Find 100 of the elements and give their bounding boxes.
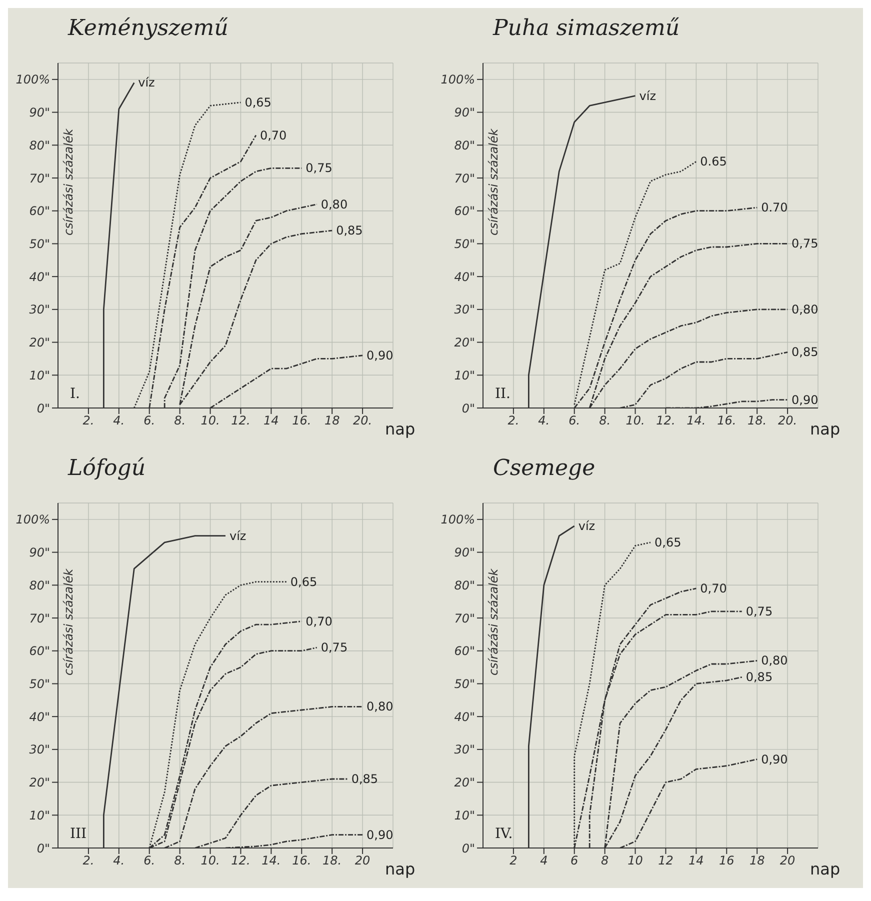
x-tick-label: 14: [688, 854, 704, 868]
y-tick-label: 50": [29, 676, 50, 691]
x-tick-label: 16.: [717, 414, 736, 428]
y-tick-label: 70": [454, 171, 475, 186]
y-tick-label: 20": [454, 776, 475, 790]
x-tick-label: 18.: [748, 414, 767, 428]
y-tick-label: 30": [29, 742, 50, 757]
x-tick-label: 20.: [353, 414, 372, 428]
series-label: 0,80: [792, 302, 818, 316]
x-tick-label: 2.: [82, 414, 94, 428]
x-tick-label: 4.: [113, 414, 125, 428]
x-tick-label: 4: [540, 854, 548, 868]
x-tick-label: 18.: [322, 854, 342, 868]
x-tick-label: 10.: [200, 414, 220, 428]
x-tick-label: 20: [354, 854, 371, 868]
x-tick-label: 6.: [144, 854, 156, 868]
x-tick-label: 12: [658, 854, 674, 868]
series-label: 0.70: [761, 200, 788, 215]
x-tick-label: 20.: [778, 414, 798, 428]
y-tick-label: 50": [454, 676, 475, 691]
series-label: 0,75: [746, 604, 773, 618]
y-tick-label: 100%: [440, 512, 475, 527]
series-label: 0,85: [746, 670, 773, 684]
y-axis-title: csírázási százalék: [61, 568, 76, 676]
y-tick-label: 70": [454, 611, 475, 626]
x-tick-label: 6.: [568, 414, 580, 428]
x-tick-label: 2.: [508, 414, 520, 428]
x-tick-label: 12.: [656, 414, 676, 428]
y-tick-label: 0": [36, 401, 50, 416]
y-tick-label: 60": [454, 644, 475, 658]
y-tick-label: 60": [29, 644, 50, 658]
y-tick-label: 80": [454, 138, 475, 152]
y-tick-label: 30": [454, 742, 475, 757]
series-label: 0,85: [792, 345, 818, 360]
series-label: víz: [138, 76, 155, 90]
series-label: víz: [639, 88, 656, 103]
x-tick-label: 20: [780, 854, 796, 868]
x-tick-label: 6: [570, 854, 579, 868]
x-tick-label: 12.: [231, 414, 250, 428]
x-tick-label: 2: [510, 854, 518, 868]
x-tick-label: 16.: [292, 414, 312, 428]
x-tick-label: 8.: [174, 414, 186, 428]
y-tick-label: 100%: [16, 512, 50, 527]
y-tick-label: 10": [29, 368, 50, 382]
y-tick-label: 90": [29, 546, 50, 560]
series-label: víz: [230, 528, 246, 543]
x-tick-label: 16.: [292, 854, 312, 868]
y-tick-label: 60": [454, 204, 475, 218]
x-tick-label: 18: [324, 414, 340, 428]
y-tick-label: 0": [462, 401, 475, 416]
y-tick-label: 0": [36, 841, 50, 856]
y-tick-label: 100%: [16, 72, 50, 87]
x-axis-title: nap: [810, 860, 840, 879]
x-tick-label: 14: [264, 414, 279, 428]
x-tick-label: 8.: [599, 414, 611, 428]
series-label: 0,70: [260, 128, 287, 142]
series-label: 0,65: [290, 574, 318, 589]
y-tick-label: 70": [29, 171, 50, 186]
y-tick-label: 40": [454, 270, 475, 284]
x-tick-label: 16: [718, 854, 735, 868]
y-tick-label: 30": [454, 302, 475, 317]
x-tick-label: 4.: [538, 414, 550, 428]
x-tick-label: 10: [628, 854, 644, 868]
series-label: 0,85: [351, 772, 378, 786]
x-tick-label: 8.: [174, 854, 186, 868]
y-tick-label: 100%: [440, 72, 475, 87]
x-tick-label: 10.: [626, 414, 645, 428]
x-tick-label: 6.: [144, 414, 156, 428]
series-label: 0,90: [366, 828, 394, 842]
y-tick-label: 10": [29, 808, 50, 822]
y-axis-title: csírázási százalék: [486, 128, 500, 236]
annotation: II.: [495, 386, 511, 402]
y-tick-label: 90": [454, 106, 475, 120]
series-label: víz: [578, 519, 596, 533]
y-axis-title: csírázási százalék: [61, 128, 76, 236]
x-tick-label: 8: [601, 854, 609, 868]
y-tick-label: 50": [454, 236, 475, 251]
series-label: 0,90: [792, 392, 818, 407]
series-label: 0,75: [792, 236, 818, 251]
series-label: 0,85: [336, 224, 363, 238]
series-label: 0,80: [366, 700, 394, 714]
y-tick-label: 90": [29, 106, 50, 120]
series-label: 0,75: [320, 640, 348, 655]
x-tick-label: 12.: [231, 854, 250, 868]
x-tick-label: 10.: [200, 854, 220, 868]
x-axis-title: nap: [385, 420, 416, 439]
x-tick-label: 2.: [82, 854, 94, 868]
y-tick-label: 30": [29, 302, 50, 317]
annotation: I.: [70, 386, 80, 402]
series-label: 0.65: [700, 154, 727, 169]
series-label: 0,80: [761, 654, 788, 668]
y-tick-label: 90": [454, 546, 475, 560]
x-axis-title: nap: [810, 420, 840, 439]
y-tick-label: 40": [454, 710, 475, 724]
chart-title: Puha simaszemű: [493, 16, 680, 41]
y-tick-label: 40": [29, 710, 50, 724]
chart-title: Lófogú: [68, 456, 146, 481]
y-tick-label: 20": [29, 776, 50, 790]
chart-title: Keményszemű: [68, 16, 228, 41]
x-tick-label: 18: [749, 854, 766, 868]
